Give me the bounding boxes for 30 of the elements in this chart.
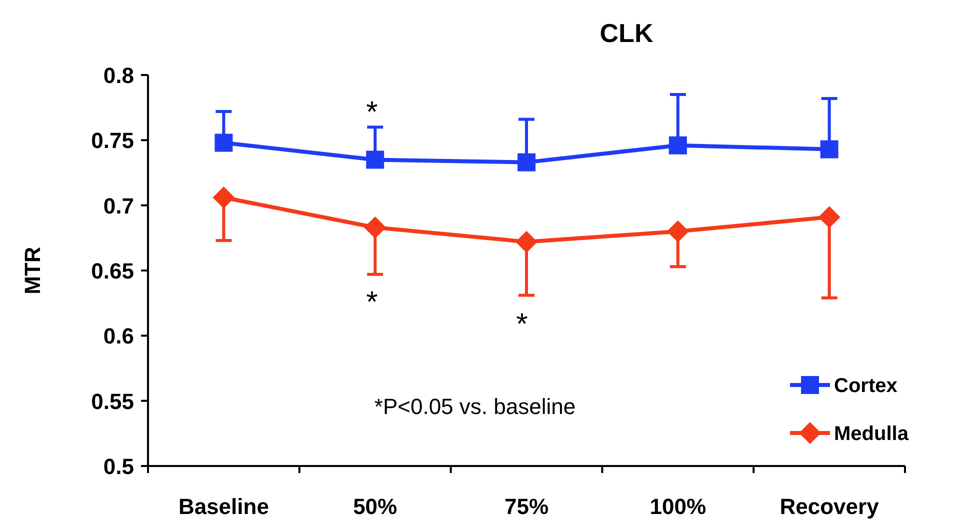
legend-label: Medulla bbox=[834, 423, 910, 445]
y-tick-label: 0.8 bbox=[103, 63, 134, 88]
point bbox=[818, 206, 840, 228]
point bbox=[214, 134, 233, 152]
point bbox=[666, 220, 689, 242]
point bbox=[212, 186, 235, 209]
chart-title: CLK bbox=[600, 18, 654, 48]
point bbox=[518, 153, 536, 172]
y-tick-label: 0.75 bbox=[91, 128, 134, 154]
x-tick-label: Recovery bbox=[780, 494, 880, 519]
x-tick-label: 75% bbox=[504, 494, 549, 519]
point bbox=[668, 136, 687, 154]
point bbox=[364, 216, 386, 238]
y-tick-label: 0.6 bbox=[103, 324, 134, 349]
annotation: * bbox=[516, 308, 528, 341]
point bbox=[366, 150, 384, 169]
x-tick-label: Baseline bbox=[178, 494, 269, 519]
point bbox=[516, 230, 538, 253]
annotation: * bbox=[366, 286, 378, 319]
y-tick-label: 0.7 bbox=[103, 193, 134, 218]
legend-label: Cortex bbox=[834, 375, 898, 397]
y-tick-label: 0.5 bbox=[103, 454, 134, 479]
annotation: * bbox=[366, 96, 378, 129]
y-tick-label: 0.65 bbox=[91, 258, 134, 284]
x-tick-label: 100% bbox=[650, 494, 706, 519]
point bbox=[820, 140, 838, 158]
x-tick-label: 50% bbox=[353, 494, 398, 519]
y-axis-title: MTR bbox=[20, 246, 45, 294]
annotation: *P<0.05 vs. baseline bbox=[374, 394, 576, 419]
y-tick-label: 0.55 bbox=[91, 388, 134, 414]
